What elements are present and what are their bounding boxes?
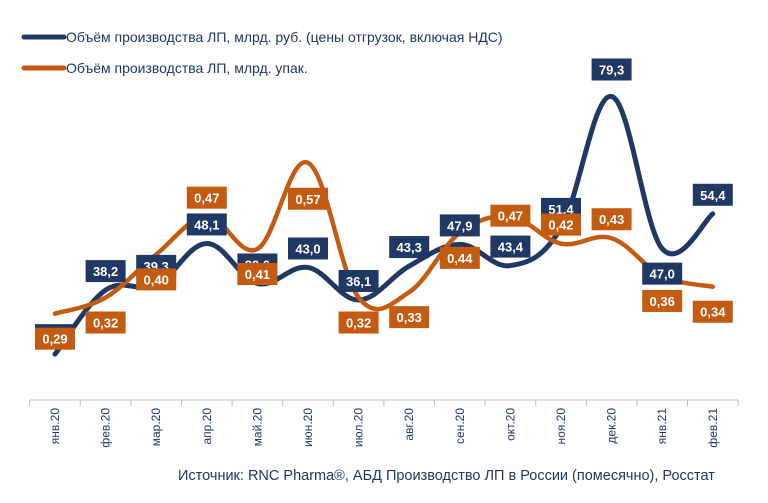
legend-label-rub: Объём производства ЛП, млрд. руб. (цены … <box>66 29 503 45</box>
data-label-rub: 38,2 <box>93 264 118 279</box>
data-label-pack: 0,57 <box>295 192 320 207</box>
data-label-pack: 0,47 <box>194 191 219 206</box>
data-label-pack: 0,29 <box>42 332 67 347</box>
data-label-box-rub <box>439 214 480 237</box>
data-label-box-pack <box>136 268 177 291</box>
data-label-box-rub <box>642 262 683 285</box>
data-label-box-rub <box>692 183 733 206</box>
x-tick-label: фев.21 <box>706 408 720 448</box>
data-label-box-rub <box>288 237 328 260</box>
data-label-rub: 51,4 <box>548 202 574 217</box>
x-tick-label: янв.20 <box>48 408 62 445</box>
data-label-box-pack <box>541 213 581 236</box>
data-label-pack: 0,34 <box>700 305 726 320</box>
data-label-box-pack <box>237 263 278 286</box>
x-tick-label: ноя.20 <box>554 408 568 445</box>
data-label-pack: 0,33 <box>397 310 422 325</box>
data-label-rub: 47,9 <box>447 218 472 233</box>
x-tick-label: янв.21 <box>655 408 669 445</box>
data-label-box-pack <box>490 204 531 227</box>
data-labels: 24,638,239,348,139,643,036,143,347,943,4… <box>35 58 733 350</box>
data-label-pack: 0,32 <box>346 316 371 331</box>
data-label-pack: 0,40 <box>144 272 169 287</box>
data-label-rub: 79,3 <box>599 62 624 77</box>
data-label-box-pack <box>692 300 733 323</box>
data-label-rub: 43,3 <box>397 240 422 255</box>
x-tick-label: июл.20 <box>352 408 366 447</box>
data-label-pack: 0,32 <box>93 316 118 331</box>
data-label-box-pack <box>642 289 683 312</box>
x-tick-label: сен.20 <box>453 408 467 444</box>
x-tick-label: авг.20 <box>402 408 416 441</box>
source-note: Источник: RNC Pharma®, АБД Производство … <box>178 468 715 484</box>
x-tick-label: дек.20 <box>605 408 619 444</box>
data-label-pack: 0,47 <box>498 209 523 224</box>
data-label-pack: 0,41 <box>245 267 270 282</box>
data-label-box-rub <box>591 58 632 81</box>
x-tick-label: окт.20 <box>503 408 517 441</box>
data-label-rub: 36,1 <box>346 274 371 289</box>
x-tick-label: мар.20 <box>149 408 163 447</box>
data-label-box-pack <box>288 187 328 210</box>
legend: Объём производства ЛП, млрд. руб. (цены … <box>21 29 503 76</box>
x-tick-label: июн.20 <box>301 408 315 447</box>
data-label-pack: 0,44 <box>447 251 473 266</box>
data-label-box-rub <box>389 236 430 259</box>
data-label-box-rub <box>338 269 379 292</box>
data-label-rub: 43,4 <box>498 240 524 255</box>
data-label-pack: 0,42 <box>548 218 573 233</box>
data-label-box-pack <box>85 311 126 334</box>
x-tick-label: апр.20 <box>200 408 214 445</box>
data-label-box-rub <box>186 213 227 236</box>
data-label-box-pack <box>439 246 480 269</box>
data-label-box-pack <box>186 186 227 209</box>
data-label-box-rub <box>85 260 126 283</box>
data-label-box-pack <box>338 311 379 334</box>
data-label-pack: 0,36 <box>650 294 675 309</box>
legend-label-pack: Объём производства ЛП, млрд. упак. <box>66 60 308 76</box>
x-tick-label: фев.20 <box>99 408 113 448</box>
data-label-rub: 54,4 <box>700 188 726 203</box>
data-label-rub: 43,0 <box>295 241 320 256</box>
data-label-rub: 47,0 <box>650 267 675 282</box>
data-label-box-rub <box>490 235 531 258</box>
data-label-box-pack <box>591 208 632 231</box>
data-label-box-pack <box>389 306 430 329</box>
data-label-rub: 48,1 <box>194 217 219 232</box>
data-label-box-pack <box>35 327 75 350</box>
x-ticks: янв.20 фев.20 мар.20 апр.20 май.20 июн.20 июл.… <box>29 400 739 448</box>
series-line-pack <box>52 160 716 316</box>
data-label-pack: 0,43 <box>599 212 624 227</box>
x-tick-label: май.20 <box>250 408 264 447</box>
